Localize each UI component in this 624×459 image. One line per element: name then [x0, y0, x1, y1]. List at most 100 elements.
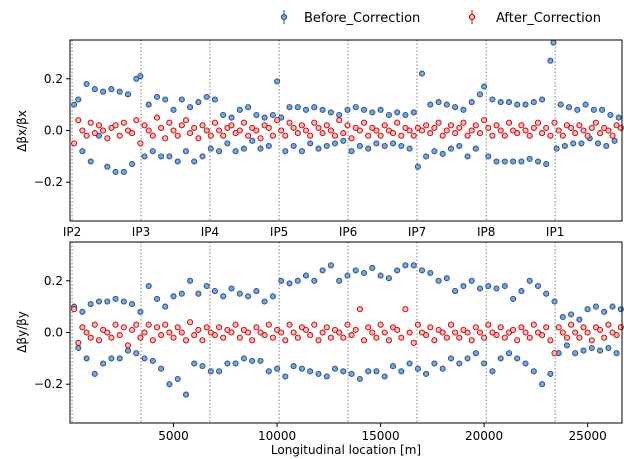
before-point [162, 96, 169, 103]
after-point [605, 321, 612, 328]
after-point [182, 117, 190, 124]
after-point [187, 319, 194, 326]
before-point [207, 145, 214, 152]
before-point [336, 111, 343, 119]
before-point [530, 99, 537, 106]
after-points-top [71, 114, 624, 147]
before-point [302, 106, 310, 113]
after-point [75, 339, 82, 346]
after-point [406, 329, 413, 336]
before-point [518, 158, 525, 165]
ip-label: IP1 [546, 225, 564, 239]
ip-label: IP2 [63, 225, 81, 239]
before-point [584, 306, 591, 313]
after-point [373, 127, 380, 134]
before-point [472, 350, 479, 357]
y-tick-label: 0.2 [44, 274, 63, 288]
before-point [249, 357, 256, 364]
before-point [427, 101, 434, 108]
before-point [166, 381, 173, 388]
after-point [307, 132, 314, 139]
after-point [601, 124, 608, 131]
after-point [245, 329, 252, 336]
after-point [497, 324, 504, 331]
before-point [605, 344, 612, 352]
before-point [550, 39, 557, 46]
before-point [91, 370, 98, 377]
before-point [613, 350, 620, 357]
after-point [352, 124, 359, 131]
before-point [83, 80, 90, 88]
before-point [468, 99, 475, 106]
before-point [120, 298, 127, 305]
before-point [158, 365, 165, 372]
before-point [597, 347, 604, 354]
after-point [149, 132, 156, 139]
before-point [501, 158, 508, 165]
before-point [327, 109, 334, 116]
after-point [476, 130, 484, 137]
after-point [443, 127, 450, 134]
after-point [547, 337, 554, 344]
before-point [427, 269, 434, 277]
before-point [485, 282, 492, 290]
before-point [319, 267, 326, 274]
after-point [286, 119, 293, 126]
before-point [129, 161, 136, 168]
after-point [71, 140, 78, 147]
after-point [493, 332, 500, 339]
before-point [182, 391, 190, 398]
after-point [249, 337, 256, 344]
after-point [613, 122, 620, 129]
after-point [71, 306, 78, 313]
after-point [344, 321, 351, 328]
before-point [240, 355, 247, 362]
after-point [563, 334, 570, 341]
before-point [290, 363, 297, 370]
y-tick-label: −0.2 [34, 175, 63, 189]
before-point [315, 370, 322, 377]
before-point [489, 96, 496, 103]
before-point [274, 365, 281, 372]
after-point [261, 332, 268, 339]
after-point [398, 334, 405, 341]
before-point [340, 368, 347, 375]
y-tick-label: 0.0 [44, 326, 63, 340]
before-point [278, 277, 285, 284]
after-point [100, 326, 107, 333]
before-point [145, 101, 152, 108]
after-point [100, 127, 107, 134]
after-point [410, 132, 417, 139]
before-point [253, 111, 260, 119]
after-point [216, 324, 223, 331]
before-point [108, 86, 115, 93]
before-point [557, 101, 564, 108]
before-point [79, 308, 86, 315]
before-point [594, 140, 602, 147]
before-point [315, 145, 322, 152]
after-point [530, 124, 537, 131]
before-point [340, 137, 347, 144]
after-point [207, 132, 214, 139]
after-point [518, 122, 525, 129]
after-point [112, 122, 119, 129]
after-point [79, 324, 86, 331]
after-point [365, 132, 372, 139]
after-point [568, 124, 575, 131]
ip-label: IP3 [132, 225, 150, 239]
after-point [360, 119, 368, 126]
after-point [468, 337, 475, 344]
before-points-bottom [71, 262, 624, 398]
before-point [447, 145, 455, 152]
after-point [414, 321, 421, 328]
after-point [493, 122, 500, 129]
after-point [162, 321, 169, 328]
before-point [377, 272, 384, 279]
before-point [514, 101, 521, 108]
after-point [153, 114, 161, 121]
after-point [522, 127, 529, 134]
after-point [104, 135, 111, 142]
before-point [141, 153, 148, 160]
ip-lines-top [71, 40, 556, 221]
after-point [555, 324, 562, 331]
